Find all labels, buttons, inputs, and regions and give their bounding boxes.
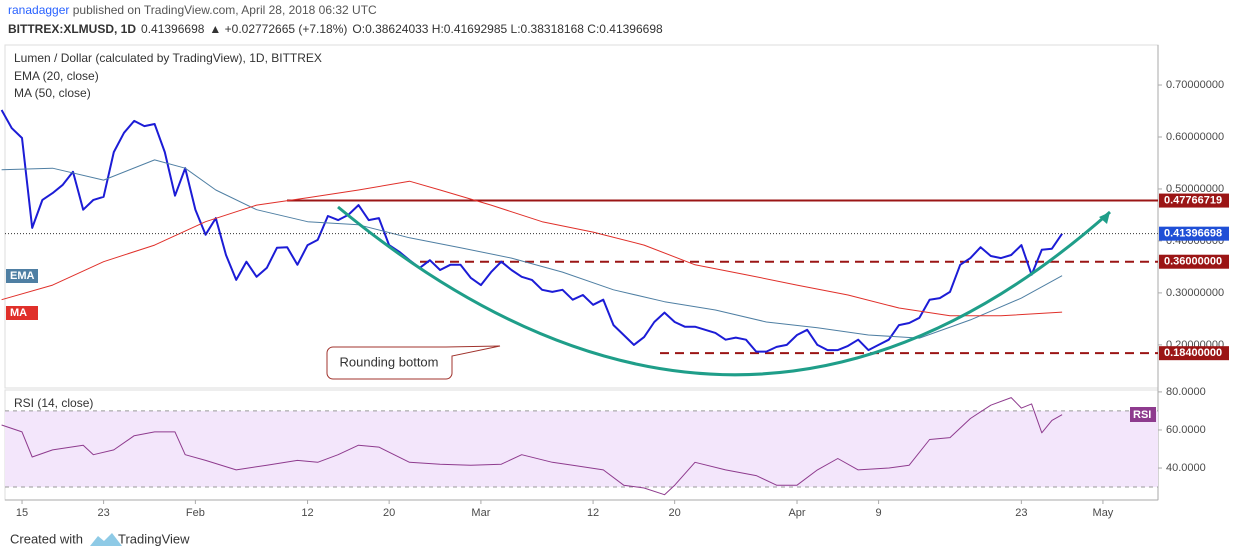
symbol: BITTREX:XLMUSD, 1D: [8, 22, 136, 36]
rounding-bottom-curve: [337, 205, 1111, 377]
y-tick-label: 0.70000000: [1166, 79, 1224, 91]
x-tick-label: 23: [97, 507, 109, 519]
footer-created: Created with: [10, 531, 83, 546]
y-tick-label: 0.60000000: [1166, 131, 1224, 143]
level-label: 0.47766719: [1164, 194, 1222, 206]
pane-tag: RSI: [1133, 409, 1151, 421]
ohlc: O:0.38624033 H:0.41692985 L:0.38318168 C…: [352, 22, 663, 36]
x-tick-label: Feb: [186, 507, 205, 519]
y-tick-label: 60.0000: [1166, 424, 1206, 436]
series-line: [1, 159, 1063, 339]
legend-entry: MA (50, close): [14, 86, 91, 100]
change: ▲ +0.02772665 (+7.18%): [209, 22, 347, 36]
x-tick-label: Mar: [471, 507, 490, 519]
footer-logo: [90, 533, 122, 546]
y-tick-label: 80.0000: [1166, 386, 1206, 398]
series-tag: EMA: [10, 270, 35, 282]
x-tick-label: 9: [876, 507, 882, 519]
pane-title: RSI (14, close): [14, 396, 93, 410]
plot: 0.200000000.300000000.400000000.50000000…: [0, 44, 1229, 519]
x-tick-label: 23: [1015, 507, 1027, 519]
y-tick-label: 40.0000: [1166, 462, 1206, 474]
series-tag-box: [6, 269, 38, 283]
x-tick-label: May: [1093, 507, 1114, 519]
curve-arrowhead: [1099, 212, 1110, 224]
x-tick-label: 12: [587, 507, 599, 519]
series-line: [0, 109, 1063, 353]
level-label-box: [1159, 346, 1229, 361]
level-label-box: [1159, 254, 1229, 269]
last-price-label: 0.41396698: [1164, 228, 1222, 240]
published: published on TradingView.com, April 28, …: [69, 3, 377, 17]
x-tick-label: 20: [383, 507, 395, 519]
last-price-box: [1159, 226, 1229, 241]
callout-text: Rounding bottom: [339, 354, 438, 369]
y-tick-label: 0.50000000: [1166, 183, 1224, 195]
price: 0.41396698: [141, 22, 205, 36]
footer-brand[interactable]: TradingView: [118, 531, 190, 546]
pane-title: Lumen / Dollar (calculated by TradingVie…: [14, 51, 322, 65]
callout-box: [326, 345, 501, 380]
header-line: ranadagger published on TradingView.com,…: [8, 3, 377, 17]
x-tick-label: 15: [16, 507, 28, 519]
x-tick-label: 12: [301, 507, 313, 519]
y-tick-label: 0.30000000: [1166, 287, 1224, 299]
rsi-band-fill: [5, 410, 1158, 488]
x-tick-label: Apr: [788, 507, 805, 519]
pane-tag-box: [1130, 407, 1156, 422]
legend-entry: EMA (20, close): [14, 69, 99, 83]
level-label: 0.36000000: [1164, 256, 1222, 268]
author[interactable]: ranadagger: [8, 3, 69, 17]
x-tick-label: 20: [669, 507, 681, 519]
series-tag-box: [6, 306, 38, 320]
series-line: [1, 397, 1063, 496]
level-label: 0.18400000: [1164, 347, 1222, 359]
symbol-line: BITTREX:XLMUSD, 1D 0.41396698 ▲ +0.0277266…: [8, 22, 663, 36]
series-tag: MA: [10, 307, 27, 319]
series-line: [1, 180, 1063, 317]
level-label-box: [1159, 193, 1229, 208]
